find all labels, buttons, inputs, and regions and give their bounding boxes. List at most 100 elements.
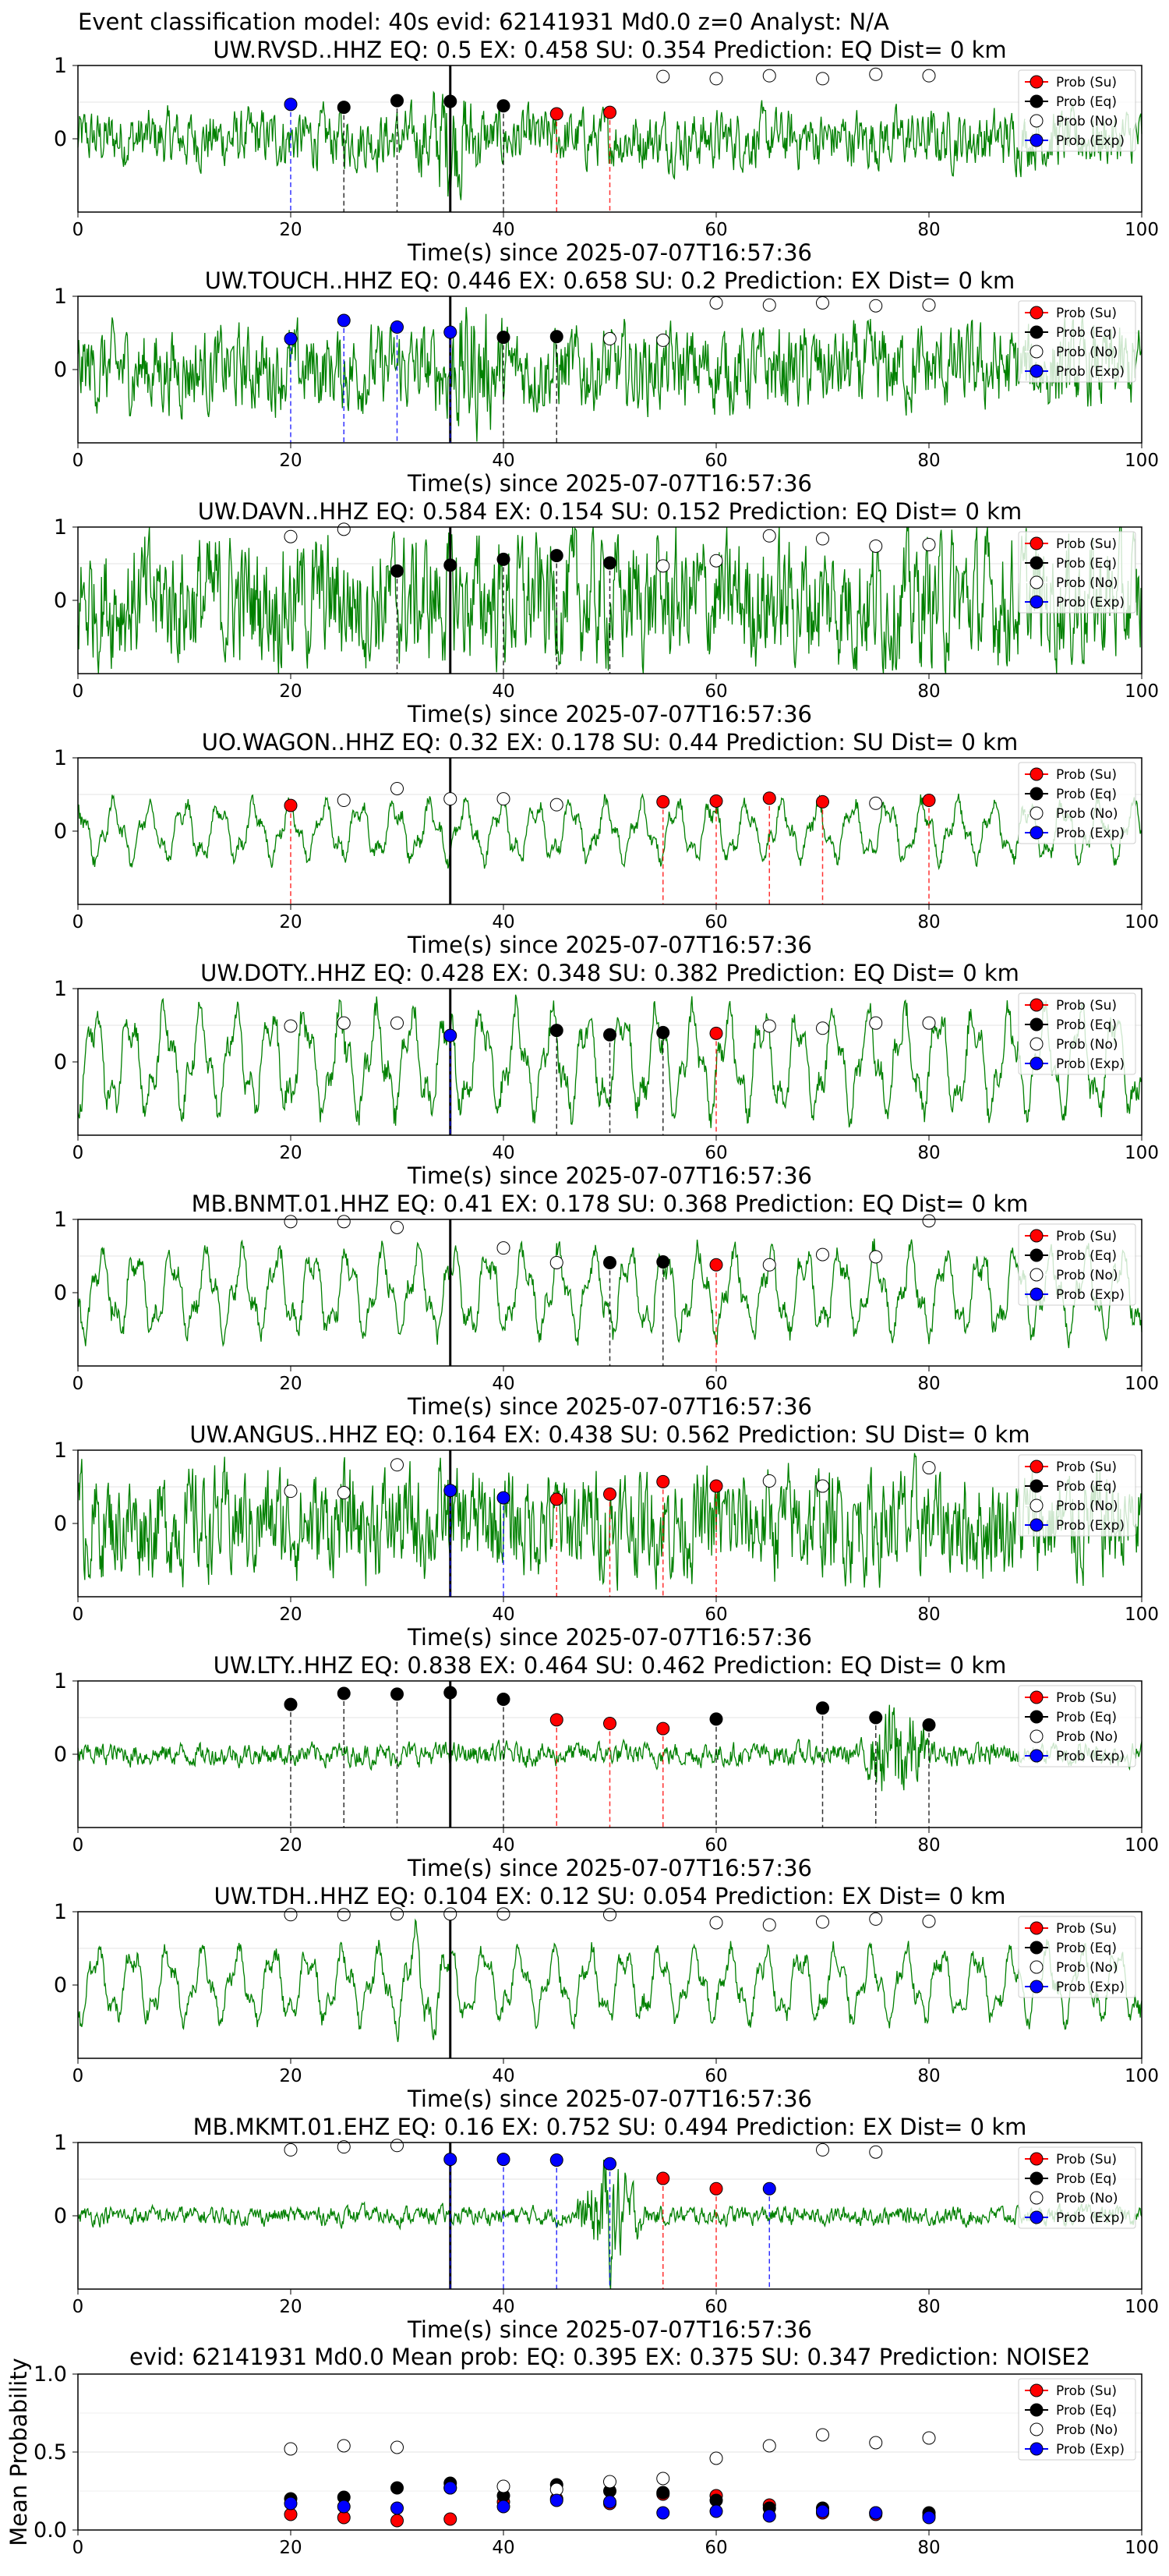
waveform-trace [77, 994, 1143, 1128]
prob-marker-exp [443, 1484, 457, 1498]
x-tick-label: 100 [1125, 1143, 1159, 1163]
legend-box [1018, 1916, 1136, 1998]
x-tick-label: 40 [492, 220, 514, 240]
prob-marker-no [816, 532, 829, 546]
legend-label: Prob (Su) [1056, 306, 1117, 321]
mean-marker-exp [603, 2495, 616, 2509]
prob-marker-no [869, 1016, 883, 1030]
legend-marker [1029, 114, 1044, 128]
prob-marker-eq [709, 1712, 723, 1726]
legend-label: Prob (No) [1056, 1960, 1118, 1976]
x-tick-label: 0 [72, 1374, 84, 1394]
prob-marker-no [284, 1484, 298, 1499]
prob-marker-no [869, 539, 883, 553]
legend-label: Prob (No) [1056, 114, 1118, 129]
panel-title: UW.ANGUS..HHZ EQ: 0.164 EX: 0.438 SU: 0.… [189, 1421, 1029, 1448]
legend-label: Prob (Exp) [1056, 2442, 1125, 2457]
x-tick-label: 20 [279, 220, 302, 240]
x-tick-label: 40 [492, 2538, 514, 2558]
legend-label: Prob (Su) [1056, 1229, 1117, 1244]
prob-marker-no [816, 2143, 829, 2157]
prob-marker-su [603, 1487, 616, 1501]
y-tick-label: 0 [54, 1050, 67, 1074]
panel-10: MB.MKMT.01.EHZ EQ: 0.16 EX: 0.752 SU: 0.… [54, 2114, 1159, 2343]
x-tick-label: 20 [279, 2297, 302, 2317]
prob-marker-exp [284, 332, 298, 346]
prob-marker-eq [869, 1711, 883, 1725]
x-tick-label: 100 [1125, 912, 1159, 932]
prob-marker-no [337, 1486, 351, 1500]
prob-marker-no [869, 796, 883, 810]
legend-marker [1029, 1017, 1044, 1031]
prob-marker-no [549, 798, 563, 812]
x-tick-label: 40 [492, 1143, 514, 1163]
prob-marker-no [922, 1461, 936, 1475]
x-tick-label: 100 [1125, 681, 1159, 702]
legend-label: Prob (No) [1056, 806, 1118, 822]
x-tick-label: 40 [492, 2297, 514, 2317]
mean-marker-no [762, 2439, 776, 2453]
prob-marker-no [390, 1907, 404, 1921]
mean-marker-exp [390, 2501, 404, 2515]
prob-marker-no [284, 529, 298, 543]
prob-marker-su [656, 1721, 670, 1736]
x-tick-label: 80 [917, 220, 940, 240]
prob-marker-no [762, 298, 776, 312]
x-tick-label: 0 [72, 681, 84, 702]
legend-label: Prob (No) [1056, 2422, 1118, 2438]
mean-marker-eq [390, 2481, 404, 2495]
legend-marker [1029, 1518, 1044, 1532]
prob-marker-no [443, 792, 457, 806]
legend-marker [1029, 998, 1044, 1012]
x-tick-label: 60 [705, 681, 727, 702]
legend-label: Prob (Su) [1056, 1460, 1117, 1475]
legend-marker [1029, 1749, 1044, 1763]
legend-box [1018, 993, 1136, 1075]
legend-marker [1029, 1980, 1044, 1994]
mean-marker-no [869, 2436, 883, 2450]
legend-marker [1029, 2152, 1044, 2166]
y-tick-label: 0 [54, 819, 67, 844]
x-tick-label: 80 [917, 1143, 940, 1163]
legend-marker [1029, 1229, 1044, 1243]
x-axis-label: Time(s) since 2025-07-07T16:57:36 [407, 701, 812, 727]
legend-label: Prob (Su) [1056, 536, 1117, 552]
prob-marker-eq [337, 101, 351, 115]
x-tick-label: 60 [705, 220, 727, 240]
legend-label: Prob (Eq) [1056, 2403, 1117, 2419]
prob-marker-no [762, 529, 776, 543]
legend-label: Prob (Exp) [1056, 364, 1125, 380]
x-tick-label: 100 [1125, 220, 1159, 240]
legend-label: Prob (No) [1056, 1729, 1118, 1745]
y-tick-label: 1 [54, 977, 67, 1001]
x-tick-label: 0 [72, 1143, 84, 1163]
legend-label: Prob (Eq) [1056, 1941, 1117, 1956]
prob-marker-no [922, 538, 936, 552]
legend-label: Prob (No) [1056, 2191, 1118, 2206]
x-tick-label: 20 [279, 451, 302, 471]
x-tick-label: 100 [1125, 1835, 1159, 1856]
prob-marker-no [337, 1215, 351, 1229]
x-tick-label: 20 [279, 912, 302, 932]
prob-marker-no [816, 1247, 829, 1261]
y-tick-label: 1 [54, 1438, 67, 1463]
legend-label: Prob (Exp) [1056, 826, 1125, 841]
x-tick-label: 0 [72, 451, 84, 471]
legend-box [1018, 1223, 1136, 1306]
x-tick-label: 100 [1125, 1374, 1159, 1394]
prob-marker-su [709, 1479, 723, 1493]
panel-title: UW.DAVN..HHZ EQ: 0.584 EX: 0.154 SU: 0.1… [198, 498, 1022, 525]
prob-marker-no [337, 2140, 351, 2154]
panel-title: UO.WAGON..HHZ EQ: 0.32 EX: 0.178 SU: 0.4… [202, 729, 1018, 755]
x-tick-label: 80 [917, 1835, 940, 1856]
x-tick-label: 60 [705, 2066, 727, 2086]
y-tick-label: 0 [54, 358, 67, 382]
prob-marker-no [390, 1220, 404, 1234]
prob-marker-exp [390, 320, 404, 334]
prob-marker-exp [496, 1491, 510, 1505]
legend-box [1018, 2146, 1136, 2229]
legend-label: Prob (Eq) [1056, 556, 1117, 571]
prob-marker-no [869, 1250, 883, 1264]
panel-title: UW.TOUCH..HHZ EQ: 0.446 EX: 0.658 SU: 0.… [205, 267, 1015, 294]
